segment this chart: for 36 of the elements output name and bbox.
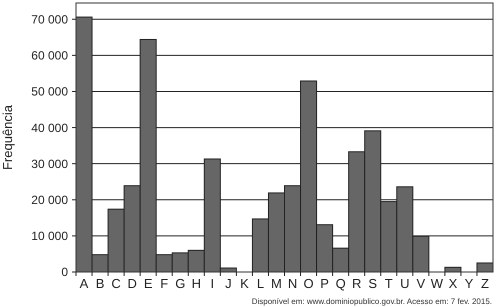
- x-tick-label: P: [320, 276, 329, 291]
- x-tick-label: T: [384, 276, 393, 291]
- x-tick-label: F: [160, 276, 168, 291]
- x-tick-label: B: [96, 276, 104, 291]
- text: Disponível em: www.dominiopublico.gov.br. Acesso em: 7 fev. 2015.: [252, 297, 492, 306]
- x-tick-label: U: [400, 276, 410, 291]
- y-axis-title: Frequência: [0, 104, 15, 170]
- x-tick-label: V: [416, 276, 426, 291]
- x-tick-label: R: [352, 276, 362, 291]
- x-tick-label: C: [111, 276, 121, 291]
- x-tick-label: K: [240, 276, 250, 291]
- x-tick-label: M: [271, 276, 282, 291]
- y-tick-label: 60 000: [31, 48, 68, 63]
- x-tick-label: S: [368, 276, 378, 291]
- y-tick-label: 40 000: [31, 120, 68, 135]
- x-tick-label: W: [430, 276, 444, 291]
- x-tick-label: X: [448, 276, 458, 291]
- x-tick-label: J: [225, 276, 232, 291]
- x-tick-label: O: [303, 276, 314, 291]
- x-tick-label: A: [80, 276, 89, 291]
- x-tick-label: L: [256, 276, 264, 291]
- x-tick-label: I: [210, 276, 214, 291]
- y-tick-label: 0: [61, 265, 68, 280]
- y-tick-label: 70 000: [31, 12, 68, 26]
- x-tick-label: H: [192, 276, 201, 291]
- y-tick-label: 30 000: [31, 156, 68, 171]
- x-tick-label: G: [175, 276, 186, 291]
- x-tick-label: E: [144, 276, 153, 291]
- x-tick-label: D: [127, 276, 137, 291]
- y-tick-label: 50 000: [31, 84, 68, 99]
- x-tick-label: Y: [464, 276, 474, 291]
- y-tick-label: 10 000: [31, 229, 68, 244]
- x-tick-label: Q: [336, 276, 346, 291]
- x-tick-label: Z: [481, 276, 490, 291]
- y-tick-label: 20 000: [31, 192, 68, 207]
- x-tick-label: N: [288, 276, 298, 291]
